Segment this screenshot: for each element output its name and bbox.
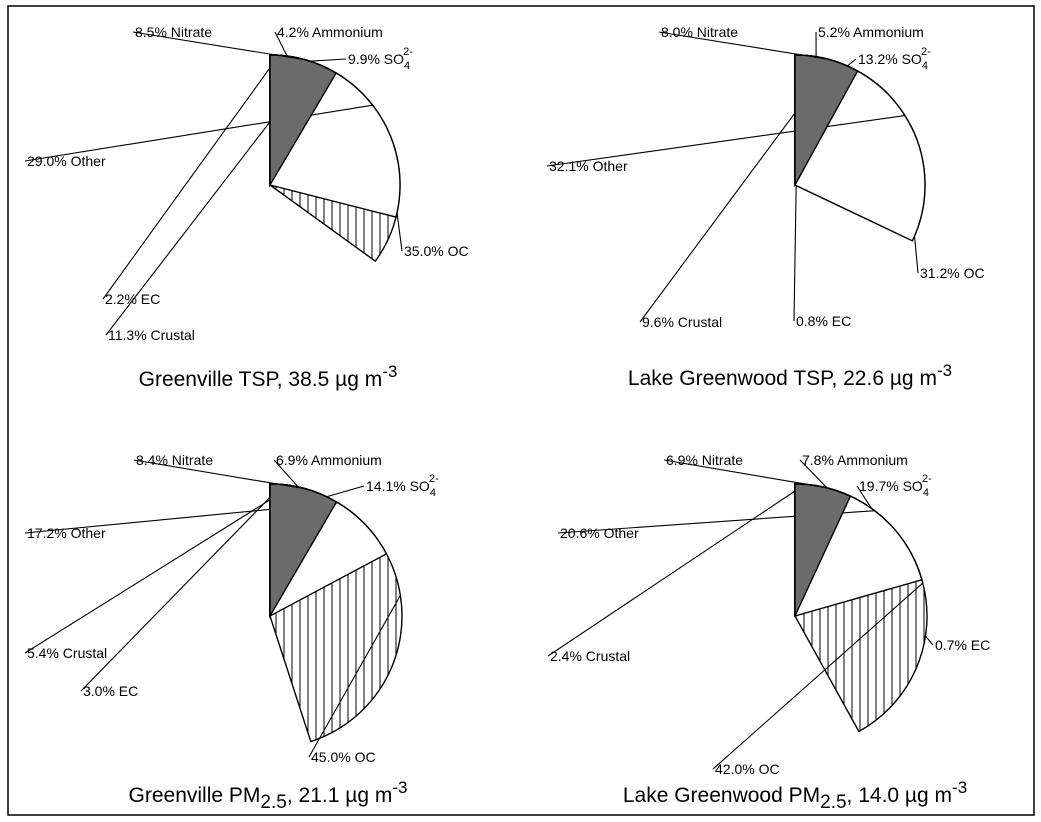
pie-chart-2: 5.2% Ammonium 13.2% SO42- 31.2% OC 0.8% EC 9… [546,24,985,390]
chart-title: Lake Greenwood TSP, 22.6 µg m-3 [628,361,952,390]
slice-label-so4: 9.9% SO42- [348,46,413,72]
leader-line [24,485,293,654]
leader-line [663,459,824,488]
slice-label-oc: 45.0% OC [311,749,376,765]
slice-label-nitrate: 6.9% Nitrate [666,452,743,468]
slice-label-so4: 19.7% SO42- [859,473,932,499]
slice-label-nitrate: 8.4% Nitrate [136,452,213,468]
slice-label-other: 20.6% Other [560,525,639,541]
slice-label-ammonium: 4.2% Ammonium [277,24,383,40]
leader-line [80,484,283,692]
slice-label-ec: 3.0% EC [83,683,138,699]
leader-line [273,459,299,488]
pie-chart-4: 7.8% Ammonium 19.7% SO42- 0.7% EC 42.0% OC 2… [547,452,990,813]
chart-title: Greenville TSP, 38.5 µg m-3 [139,362,398,391]
slice-label-crustal: 5.4% Crustal [27,645,107,661]
slice-label-ammonium: 7.8% Ammonium [802,452,908,468]
leader-line [658,31,828,60]
leader-line [309,58,347,62]
slice-label-nitrate: 8.5% Nitrate [135,24,212,40]
leader-line [326,485,365,498]
leader-line [308,595,401,758]
slice-label-crustal: 9.6% Crustal [642,314,722,330]
leader-line [546,115,905,167]
leader-line [133,459,305,490]
leader-line [24,104,373,162]
slice-nitrate [269,54,338,188]
slice-label-ec: 0.8% EC [796,313,851,329]
slice-label-crustal: 2.4% Crustal [550,648,630,664]
leader-line [799,459,828,489]
slice-label-other: 17.2% Other [27,525,106,541]
slice-label-ammonium: 6.9% Ammonium [276,452,382,468]
slice-label-crustal: 11.3% Crustal [108,327,195,343]
slice-label-so4: 14.1% SO42- [366,473,439,499]
leader-line [547,483,806,657]
leader-line [856,485,872,509]
slice-label-oc: 42.0% OC [715,761,780,777]
slice-label-ec: 0.7% EC [935,637,990,653]
leader-line [846,58,857,67]
slice-label-other: 29.0% Other [27,153,106,169]
slice-label-ec: 2.2% EC [105,291,160,307]
chart-title: Lake Greenwood PM2.5, 14.0 µg m-3 [623,778,967,813]
leader-line [274,31,288,57]
slice-label-oc: 35.0% OC [404,243,469,259]
pie-chart-1: 4.2% Ammonium 9.9% SO42- 35.0% OC 11.3% Cru… [24,24,469,391]
leader-line [102,54,280,300]
slice-label-ammonium: 5.2% Ammonium [818,24,924,40]
slice-label-so4: 13.2% SO42- [858,46,931,72]
slice-label-other: 32.1% Other [549,158,628,174]
chart-title: Greenville PM2.5, 21.1 µg m-3 [129,778,408,813]
pie-chart-3: 6.9% Ammonium 14.1% SO42- 45.0% OC 3.0% EC 5… [24,452,439,813]
leader-line [712,582,924,770]
slice-label-oc: 31.2% OC [920,265,985,281]
slice-label-nitrate: 8.0% Nitrate [661,24,738,40]
leader-line [132,31,305,61]
